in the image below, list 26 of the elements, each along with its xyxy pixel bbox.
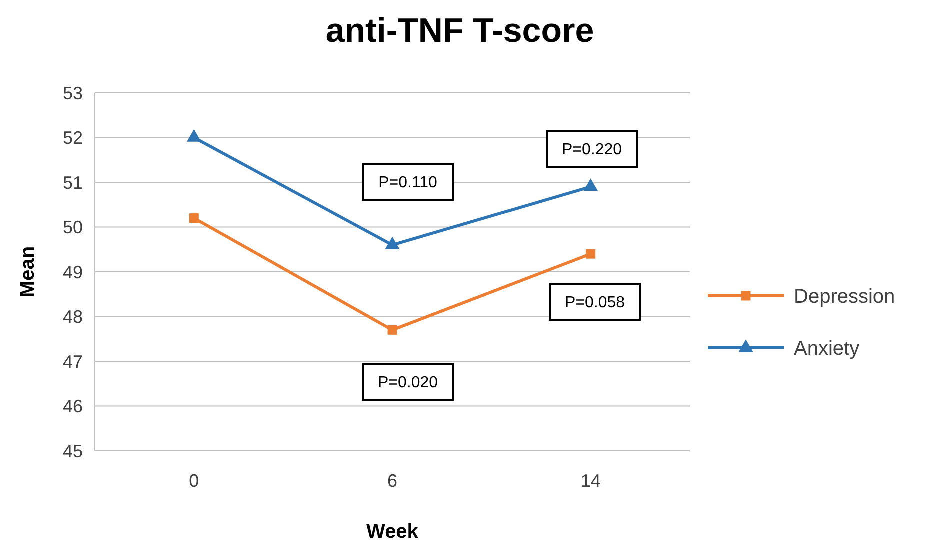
point <box>186 129 202 142</box>
annotation: P=0.220 <box>562 142 622 159</box>
y-tick-label: 51 <box>62 172 83 193</box>
y-axis-title: Mean <box>17 246 39 298</box>
point <box>388 325 398 335</box>
legend-label: Anxiety <box>794 338 860 360</box>
y-tick-label: 53 <box>62 83 83 104</box>
y-tick-label: 50 <box>62 218 83 238</box>
annotation: P=0.020 <box>378 374 438 392</box>
y-tick-label: 46 <box>62 396 83 417</box>
point <box>584 178 598 192</box>
chart-title: anti-TNF T-score <box>326 12 594 50</box>
x-tick-label: 6 <box>387 471 398 491</box>
y-tick-label: 49 <box>62 262 83 282</box>
y-tick-label: 48 <box>62 307 83 328</box>
point <box>586 249 596 259</box>
y-tick-label: 47 <box>62 352 83 372</box>
legend-label: Depression <box>794 286 896 308</box>
annotation: P=0.058 <box>564 294 626 312</box>
y-tick-label: 52 <box>62 128 83 148</box>
annotation: P=0.110 <box>378 174 438 192</box>
x-tick-label: 14 <box>580 471 601 491</box>
y-tick-label: 45 <box>62 441 83 462</box>
point <box>385 236 400 250</box>
x-axis-title: Week <box>366 521 420 543</box>
x-tick-label: 0 <box>189 471 200 491</box>
